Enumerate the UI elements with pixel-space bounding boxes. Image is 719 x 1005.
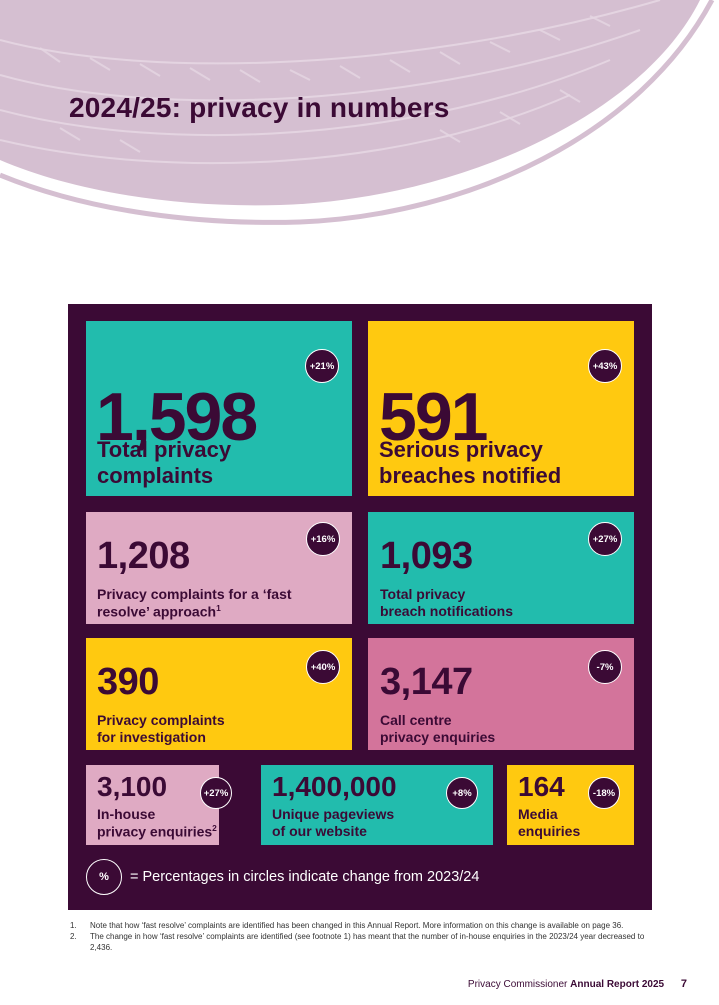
stat-label: Total privacy complaints: [97, 437, 232, 489]
change-badge: +27%: [200, 777, 232, 809]
stat-value: 3,100: [97, 771, 168, 802]
stat-label: In-house privacy enquiries2: [97, 806, 217, 840]
stat-tile-investigation: 390 Privacy complaints for investigation …: [86, 638, 352, 750]
percent-circle-icon: %: [86, 859, 122, 895]
stat-value: 1,208: [97, 535, 190, 577]
stat-tile-call-centre: 3,147 Call centre privacy enquiries -7%: [368, 638, 634, 750]
page-number: 7: [680, 978, 687, 990]
footnote: 1. Note that how ‘fast resolve’ complaint…: [70, 921, 624, 930]
stat-label: Unique pageviews of our website: [272, 806, 395, 839]
change-badge: +27%: [588, 522, 622, 556]
stat-value: 1,598: [96, 379, 258, 455]
stat-label: Total privacy breach notifications: [380, 586, 514, 619]
footnote: 2. The change in how ‘fast resolve’ compl…: [70, 932, 645, 953]
footer-publisher: Privacy Commissioner: [467, 979, 568, 990]
page-footer: Privacy Commissioner Annual Report 2025 …: [468, 978, 687, 990]
stat-label: Serious privacy breaches notified: [379, 437, 562, 489]
stat-tile-media-enquiries: 164 Media enquiries -18%: [507, 765, 634, 845]
stat-label: Privacy complaints for investigation: [97, 712, 225, 745]
stat-label: Call centre privacy enquiries: [380, 712, 496, 745]
stat-value: 164: [518, 771, 565, 802]
stat-value: 1,400,000: [272, 771, 397, 802]
change-badge: -7%: [588, 650, 622, 684]
stat-tile-breach-notifications: 1,093 Total privacy breach notifications …: [368, 512, 634, 624]
stats-panel: 1,598 Total privacy complaints +21% 591 S…: [68, 304, 652, 910]
stat-tile-pageviews: 1,400,000 Unique pageviews of our website…: [261, 765, 493, 845]
footer-report: Annual Report 2025: [570, 979, 665, 990]
stat-tile-in-house-enquiries: 3,100 In-house privacy enquiries2 +27%: [86, 765, 232, 845]
change-badge: -18%: [588, 777, 620, 809]
stat-label: Privacy complaints for a ‘fast resolve’ a…: [97, 586, 292, 620]
change-badge: +8%: [446, 777, 478, 809]
stat-value: 390: [97, 661, 159, 703]
stat-label: Media enquiries: [518, 806, 581, 839]
footnotes: 1. Note that how ‘fast resolve’ complaint…: [70, 920, 660, 954]
stat-value: 591: [379, 379, 488, 455]
change-badge: +16%: [306, 522, 340, 556]
stat-value: 3,147: [380, 661, 473, 703]
stat-tile-total-complaints: 1,598 Total privacy complaints +21%: [86, 321, 352, 496]
legend-text: = Percentages in circles indicate change…: [130, 869, 480, 885]
stat-value: 1,093: [380, 535, 473, 577]
page-title: 2024/25: privacy in numbers: [69, 92, 450, 123]
decorative-arc-background: [0, 0, 715, 225]
legend: % = Percentages in circles indicate chan…: [86, 859, 479, 895]
change-badge: +21%: [305, 349, 339, 383]
stat-tile-serious-breaches: 591 Serious privacy breaches notified +43…: [368, 321, 634, 496]
change-badge: +40%: [306, 650, 340, 684]
change-badge: +43%: [588, 349, 622, 383]
stat-tile-fast-resolve: 1,208 Privacy complaints for a ‘fast reso…: [86, 512, 352, 624]
